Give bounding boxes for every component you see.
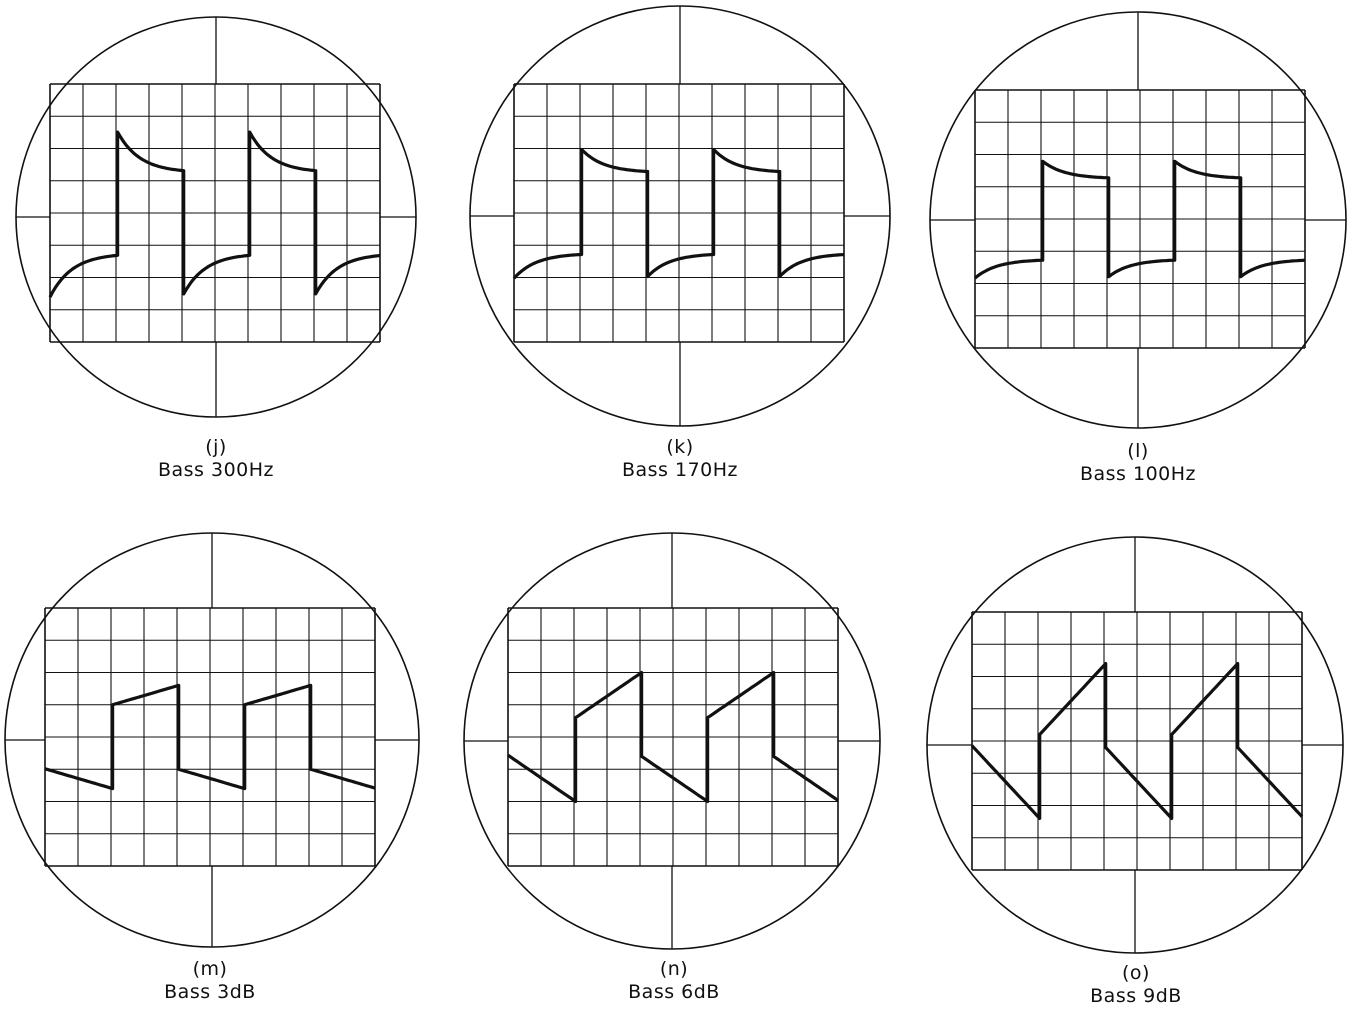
panel-caption-k: (k) Bass 170Hz [560, 436, 800, 482]
panel-setting: Bass 6dB [628, 981, 720, 1003]
panel-label: (j) [205, 436, 227, 458]
scope-panel-o [926, 536, 1344, 954]
panel-caption-o: (o) Bass 9dB [1016, 962, 1256, 1008]
waveform-trace [512, 147, 845, 280]
panel-caption-n: (n) Bass 6dB [554, 958, 794, 1004]
scope-panel-m [4, 532, 420, 948]
graticule-grid [971, 611, 1303, 871]
panel-setting: Bass 170Hz [621, 459, 739, 481]
scope-panel-j [15, 16, 417, 418]
panel-caption-m: (m) Bass 3dB [90, 958, 330, 1004]
waveform-trace [507, 670, 839, 804]
graticule-grid [974, 89, 1306, 349]
scope-panel-l [929, 11, 1347, 429]
scope-panel-n [463, 532, 881, 950]
waveform-trace [48, 130, 381, 298]
waveform-trace [970, 662, 1304, 820]
panel-setting: Bass 100Hz [1079, 463, 1197, 485]
waveform-trace [973, 159, 1306, 280]
panel-label: (n) [659, 958, 689, 980]
graticule-grid [44, 607, 376, 867]
panel-label: (m) [192, 958, 228, 980]
panel-label: (o) [1122, 962, 1150, 984]
panel-label: (k) [666, 436, 694, 458]
graticule-grid [507, 607, 839, 867]
graticule-grid [513, 83, 845, 343]
scope-panel-k [469, 5, 891, 427]
panel-caption-j: (j) Bass 300Hz [96, 436, 336, 482]
waveform-trace [44, 683, 376, 791]
panel-label: (l) [1127, 440, 1149, 462]
panel-setting: Bass 3dB [164, 981, 256, 1003]
panel-caption-l: (l) Bass 100Hz [1018, 440, 1258, 486]
graticule-grid [49, 83, 381, 343]
panel-setting: Bass 9dB [1090, 985, 1182, 1007]
panel-setting: Bass 300Hz [157, 459, 275, 481]
